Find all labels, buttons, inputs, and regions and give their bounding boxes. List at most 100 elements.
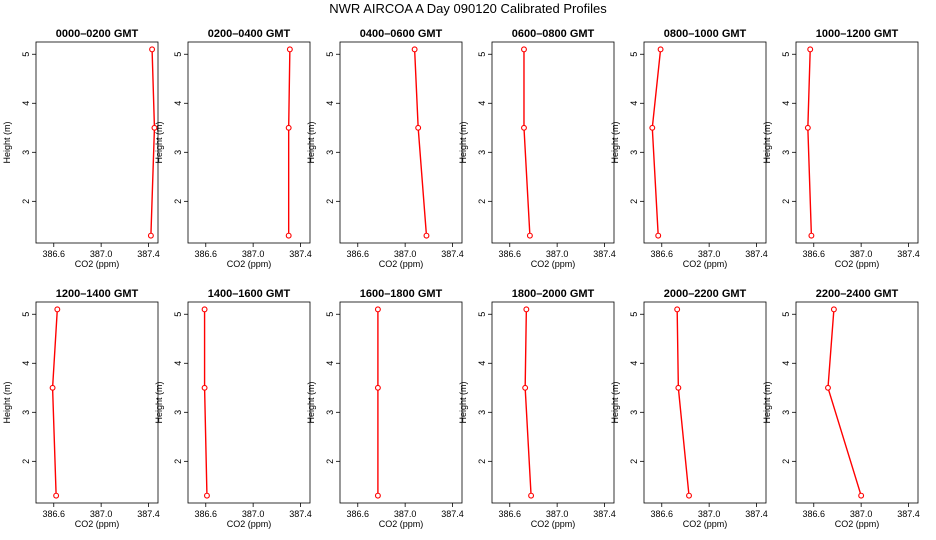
x-tick-label: 387.4	[745, 509, 768, 519]
y-tick-label: 5	[173, 52, 183, 57]
profile-point	[522, 384, 529, 391]
x-tick-label: 387.0	[394, 509, 417, 519]
profile-point	[523, 306, 530, 313]
plot-frame	[339, 301, 463, 504]
y-tick-label: 4	[173, 361, 183, 366]
y-tick-label: 5	[629, 312, 639, 317]
profile-point	[686, 492, 692, 499]
x-axis-label: CO2 (ppm)	[379, 259, 424, 269]
profile-point	[201, 384, 208, 391]
plot-frame	[339, 41, 463, 244]
plot-frame	[643, 301, 767, 504]
x-tick-label: 387.0	[90, 249, 113, 259]
x-tick-label: 387.4	[137, 249, 160, 259]
y-tick-label: 3	[325, 410, 335, 415]
profile-point	[374, 492, 381, 499]
y-tick-label: 4	[21, 361, 31, 366]
x-axis-label: CO2 (ppm)	[683, 259, 728, 269]
profile-point	[674, 306, 681, 313]
x-tick-label: 387.0	[242, 509, 265, 519]
profile-point	[804, 124, 811, 131]
profile-point	[655, 232, 662, 239]
y-tick-label: 3	[21, 150, 31, 155]
profile-point	[657, 46, 664, 53]
x-tick-label: 386.6	[347, 249, 370, 259]
x-tick-label: 387.4	[441, 249, 464, 259]
x-tick-label: 387.0	[850, 249, 873, 259]
plot-frame	[795, 301, 919, 504]
panel-title: 1600–1800 GMT	[360, 288, 443, 300]
y-axis-label: Height (m)	[306, 381, 316, 423]
y-axis-label: Height (m)	[610, 381, 620, 423]
profile-point	[149, 46, 156, 53]
y-tick-label: 2	[325, 199, 335, 204]
y-tick-label: 3	[173, 410, 183, 415]
y-axis-label: Height (m)	[458, 381, 468, 423]
y-tick-label: 4	[781, 101, 791, 106]
x-tick-label: 387.4	[593, 509, 616, 519]
panel-title: 1800–2000 GMT	[512, 288, 595, 300]
y-axis-label: Height (m)	[2, 381, 12, 423]
x-tick-label: 386.6	[803, 249, 826, 259]
y-tick-label: 2	[21, 199, 31, 204]
x-axis-label: CO2 (ppm)	[531, 519, 576, 529]
y-axis-label: Height (m)	[306, 121, 316, 163]
y-tick-label: 4	[477, 361, 487, 366]
plot-frame	[35, 301, 159, 504]
x-axis-label: CO2 (ppm)	[75, 519, 120, 529]
profile-point	[53, 492, 60, 499]
y-tick-label: 5	[21, 52, 31, 57]
panel-title: 0400–0600 GMT	[360, 28, 443, 40]
x-axis-label: CO2 (ppm)	[227, 519, 272, 529]
y-tick-label: 3	[325, 150, 335, 155]
x-axis-label: CO2 (ppm)	[227, 259, 272, 269]
y-tick-label: 5	[477, 312, 487, 317]
profile-point	[521, 124, 527, 131]
y-axis-label: Height (m)	[2, 121, 12, 163]
profile-point	[649, 124, 656, 131]
profile-point	[807, 46, 814, 53]
y-tick-label: 3	[781, 150, 791, 155]
x-tick-label: 387.4	[745, 249, 768, 259]
y-tick-label: 2	[781, 199, 791, 204]
y-tick-label: 2	[173, 199, 183, 204]
profile-panel: 1200–1400 GMT 386.6 387.0 387.4 CO2 (ppm) 2 3 4…	[2, 288, 160, 529]
y-tick-label: 3	[781, 410, 791, 415]
profile-point	[830, 306, 837, 313]
y-axis-label: Height (m)	[154, 381, 164, 423]
panel-title: 2000–2200 GMT	[664, 288, 747, 300]
plot-frame	[187, 41, 311, 244]
x-tick-label: 386.6	[651, 249, 674, 259]
y-axis-label: Height (m)	[154, 121, 164, 163]
profile-point	[286, 46, 293, 53]
y-tick-label: 5	[173, 312, 183, 317]
x-tick-label: 387.0	[850, 509, 873, 519]
profile-point	[423, 232, 430, 239]
profile-point	[54, 306, 61, 313]
profile-panel: 2000–2200 GMT 386.6 387.0 387.4 CO2 (ppm) 2 3 4…	[610, 288, 768, 529]
x-tick-label: 386.6	[43, 509, 66, 519]
x-tick-label: 387.4	[593, 249, 616, 259]
x-tick-label: 386.6	[803, 509, 826, 519]
panel-title: 2200–2400 GMT	[816, 288, 899, 300]
panel-title: 0000–0200 GMT	[56, 28, 139, 40]
profile-point	[521, 46, 527, 53]
x-axis-label: CO2 (ppm)	[75, 259, 120, 269]
profile-point	[285, 232, 292, 239]
panel-title: 0800–1000 GMT	[664, 28, 747, 40]
y-tick-label: 5	[21, 312, 31, 317]
y-tick-label: 5	[325, 312, 335, 317]
profile-point	[411, 46, 418, 53]
profile-panel: 1400–1600 GMT 386.6 387.0 387.4 CO2 (ppm) 2 3 4…	[154, 288, 312, 529]
profile-point	[858, 492, 865, 499]
profile-point	[151, 124, 158, 131]
y-tick-label: 2	[477, 459, 487, 464]
plot-frame	[491, 301, 615, 504]
x-tick-label: 387.0	[698, 249, 721, 259]
x-tick-label: 386.6	[499, 249, 522, 259]
profile-point	[808, 232, 815, 239]
plot-frame	[643, 41, 767, 244]
y-tick-label: 2	[173, 459, 183, 464]
y-tick-label: 4	[781, 361, 791, 366]
